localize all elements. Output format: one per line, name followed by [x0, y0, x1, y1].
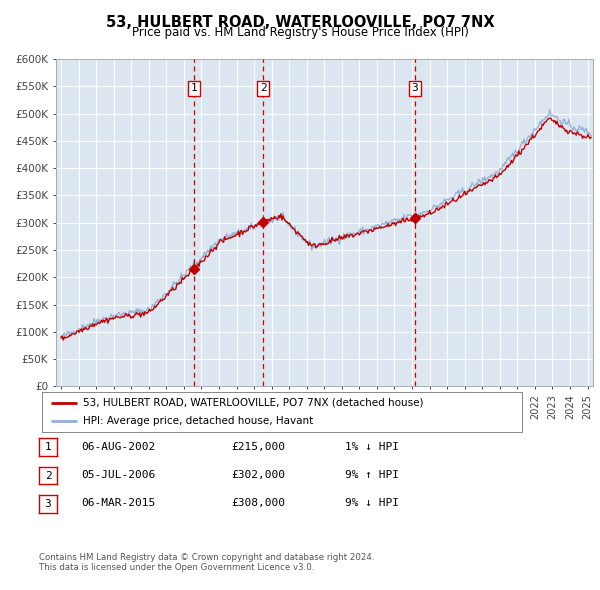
Text: 53, HULBERT ROAD, WATERLOOVILLE, PO7 7NX (detached house): 53, HULBERT ROAD, WATERLOOVILLE, PO7 7NX… — [83, 398, 424, 408]
Text: 1: 1 — [44, 442, 52, 452]
Text: 9% ↓ HPI: 9% ↓ HPI — [345, 499, 399, 508]
Text: 9% ↑ HPI: 9% ↑ HPI — [345, 470, 399, 480]
Text: 2: 2 — [260, 83, 266, 93]
Text: 06-MAR-2015: 06-MAR-2015 — [81, 499, 155, 508]
Text: HPI: Average price, detached house, Havant: HPI: Average price, detached house, Hava… — [83, 416, 313, 426]
Text: 06-AUG-2002: 06-AUG-2002 — [81, 442, 155, 451]
Text: 05-JUL-2006: 05-JUL-2006 — [81, 470, 155, 480]
Text: 3: 3 — [412, 83, 418, 93]
Text: 1% ↓ HPI: 1% ↓ HPI — [345, 442, 399, 451]
Text: 1: 1 — [191, 83, 197, 93]
Text: £302,000: £302,000 — [231, 470, 285, 480]
Text: 3: 3 — [44, 499, 52, 509]
Text: £215,000: £215,000 — [231, 442, 285, 451]
Text: This data is licensed under the Open Government Licence v3.0.: This data is licensed under the Open Gov… — [39, 563, 314, 572]
Text: Price paid vs. HM Land Registry's House Price Index (HPI): Price paid vs. HM Land Registry's House … — [131, 26, 469, 39]
Text: Contains HM Land Registry data © Crown copyright and database right 2024.: Contains HM Land Registry data © Crown c… — [39, 553, 374, 562]
Text: 2: 2 — [44, 471, 52, 480]
Text: 53, HULBERT ROAD, WATERLOOVILLE, PO7 7NX: 53, HULBERT ROAD, WATERLOOVILLE, PO7 7NX — [106, 15, 494, 30]
Text: £308,000: £308,000 — [231, 499, 285, 508]
